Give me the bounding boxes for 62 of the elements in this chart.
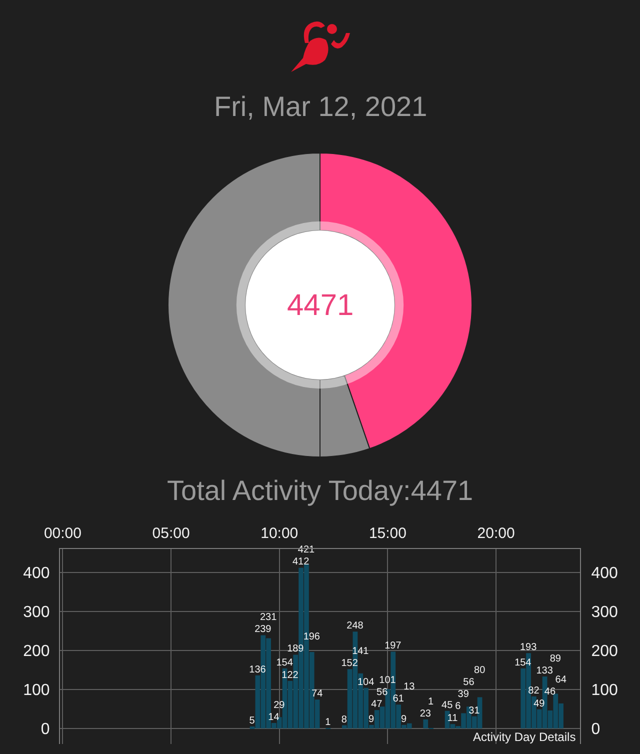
annotation: Activity Day Details bbox=[473, 730, 576, 744]
data-label: 47 bbox=[371, 699, 383, 710]
data-label: 197 bbox=[384, 640, 402, 652]
x-tick-label: 05:00 bbox=[152, 525, 190, 542]
data-label: 56 bbox=[463, 677, 475, 688]
data-label: 1 bbox=[325, 717, 332, 728]
data-label: 1 bbox=[428, 696, 434, 708]
data-label: 189 bbox=[287, 644, 304, 655]
data-label: 5 bbox=[249, 715, 256, 726]
data-label: 248 bbox=[346, 620, 364, 632]
text: 4471 bbox=[287, 289, 354, 322]
y2-tick-label: 400 bbox=[591, 565, 618, 582]
x-tick-label: 15:00 bbox=[368, 525, 406, 542]
y2-tick-label: 0 bbox=[591, 721, 600, 738]
data-label: 14 bbox=[268, 712, 280, 723]
data-label: 6 bbox=[455, 701, 462, 712]
data-label: 31 bbox=[468, 705, 480, 716]
data-label: 11 bbox=[447, 713, 458, 724]
data-label: 412 bbox=[292, 556, 310, 568]
data-label: 74 bbox=[312, 688, 324, 700]
data-label: 154 bbox=[514, 657, 532, 668]
data-label: 193 bbox=[520, 642, 538, 654]
data-label: 104 bbox=[357, 676, 375, 688]
text: Total Activity Today:4471 bbox=[167, 475, 474, 506]
data-label: 154 bbox=[276, 657, 294, 668]
y-tick-label: 300 bbox=[23, 604, 50, 621]
data-label: 39 bbox=[458, 689, 470, 700]
y2-tick-label: 100 bbox=[591, 682, 618, 699]
data-label: 29 bbox=[274, 700, 286, 711]
data-label: 152 bbox=[341, 658, 358, 670]
data-label: 56 bbox=[376, 687, 388, 698]
data-label: 46 bbox=[544, 686, 556, 698]
data-label: 89 bbox=[550, 654, 562, 665]
data-label: 45 bbox=[442, 700, 454, 711]
x-tick-label: 20:00 bbox=[477, 525, 515, 542]
data-label: 61 bbox=[392, 694, 404, 705]
y-tick-label: 200 bbox=[23, 643, 50, 660]
data-label: 13 bbox=[404, 682, 416, 693]
data-label: 141 bbox=[352, 646, 370, 658]
chart-title: Fri, Mar 12, 2021 bbox=[214, 91, 428, 122]
y-tick-label: 100 bbox=[23, 682, 50, 699]
data-label: 9 bbox=[400, 714, 407, 725]
y-tick-label: 400 bbox=[23, 565, 50, 582]
data-label: 9 bbox=[368, 714, 374, 725]
data-label: 101 bbox=[379, 675, 396, 686]
data-label: 133 bbox=[536, 666, 554, 677]
data-label: 64 bbox=[555, 674, 567, 686]
data-label: 196 bbox=[303, 632, 320, 643]
data-label: 8 bbox=[341, 714, 348, 726]
data-label: 231 bbox=[260, 612, 278, 624]
x-tick-label: 00:00 bbox=[44, 525, 82, 542]
x-tick-label: 10:00 bbox=[260, 525, 298, 542]
y2-tick-label: 300 bbox=[591, 604, 618, 621]
data-label: 239 bbox=[254, 624, 272, 636]
data-label: 23 bbox=[420, 708, 432, 720]
data-label: 136 bbox=[249, 664, 266, 676]
data-label: 80 bbox=[474, 665, 486, 676]
y-tick-label: 0 bbox=[40, 721, 50, 738]
y2-tick-label: 200 bbox=[591, 643, 618, 660]
data-label: 82 bbox=[528, 685, 540, 696]
data-label: 122 bbox=[282, 670, 299, 681]
data-label: 49 bbox=[534, 698, 546, 710]
